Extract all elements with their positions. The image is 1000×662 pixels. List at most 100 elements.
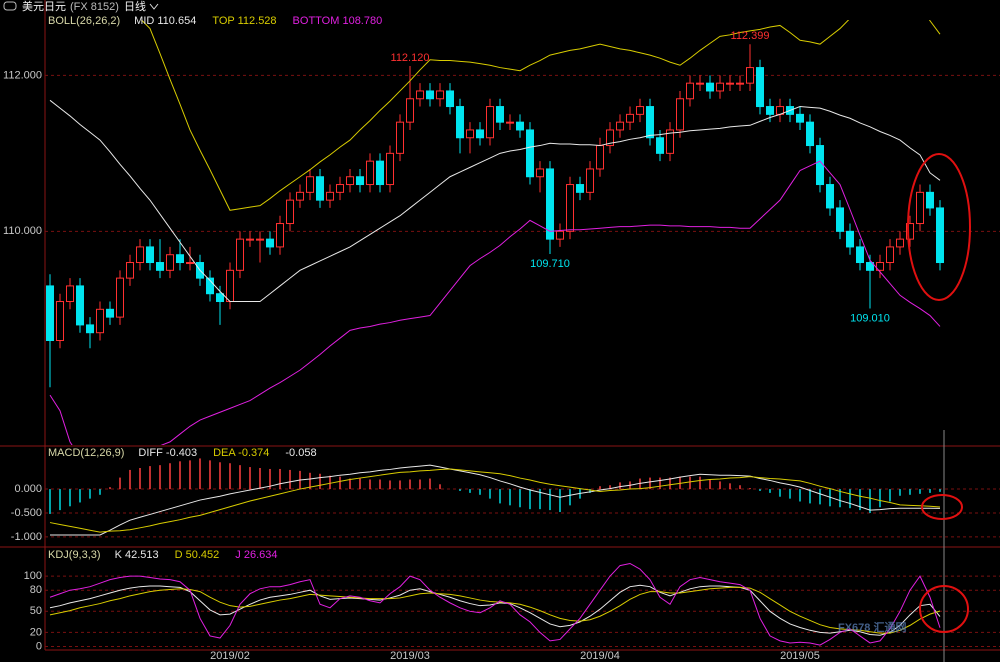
- indicator-name: KDJ(9,3,3): [48, 549, 101, 561]
- x-tick-label: 2019/03: [390, 650, 430, 662]
- watermark: FX678 汇通网: [838, 621, 906, 634]
- symbol-icon[interactable]: [3, 1, 17, 11]
- y-tick-label: 112.000: [3, 69, 42, 81]
- candle-body: [256, 238, 264, 241]
- symbol-name: 美元日元: [22, 0, 66, 13]
- candle-body: [616, 121, 624, 131]
- indicator-line: [49, 584, 941, 636]
- candle-body: [696, 82, 704, 85]
- y-tick-label: 80: [30, 584, 42, 596]
- candle-body: [436, 90, 444, 100]
- period-select[interactable]: 日线: [124, 0, 146, 13]
- highlight-circle: [919, 585, 969, 633]
- legend-entry: J 26.634: [235, 549, 277, 561]
- candle-body: [76, 285, 84, 326]
- x-tick-label: 2019/02: [210, 650, 250, 662]
- highlight-circle: [921, 494, 963, 520]
- candle-body: [96, 308, 104, 334]
- x-tick-label: 2019/05: [780, 650, 820, 662]
- highlight-circle: [907, 153, 971, 301]
- candle-body: [656, 137, 664, 154]
- legend-entry: K 42.513: [115, 549, 159, 561]
- x-tick-label: 2019/04: [580, 650, 620, 662]
- candle-body: [446, 90, 454, 108]
- candle-body: [216, 293, 224, 303]
- y-tick-label: 0.000: [14, 483, 42, 495]
- candle-body: [716, 82, 724, 92]
- candle-body: [346, 176, 354, 186]
- symbol-code: (FX 8152): [70, 1, 119, 13]
- candle-body: [286, 199, 294, 225]
- candle-body: [606, 129, 614, 147]
- candle-body: [526, 129, 534, 178]
- legend-entry: DEA -0.374: [213, 447, 269, 459]
- period-dropdown-arrow[interactable]: [149, 3, 159, 10]
- candle-body: [146, 246, 154, 264]
- legend-entry: MID 110.654: [134, 15, 196, 27]
- candle-body: [386, 152, 394, 186]
- candle-body: [816, 145, 824, 186]
- candle-body: [466, 129, 474, 139]
- candle-body: [516, 121, 524, 131]
- candle-body: [546, 168, 554, 240]
- y-tick-label: 0: [36, 640, 42, 652]
- indicator-line: [49, 160, 941, 445]
- indicator-name: BOLL(26,26,2): [48, 15, 120, 27]
- y-tick-label: 110.000: [3, 225, 42, 237]
- candle-body: [246, 238, 254, 241]
- candle-body: [166, 254, 174, 271]
- legend-entry: -0.058: [285, 447, 316, 459]
- candle-body: [576, 184, 584, 193]
- indicator-line: [49, 99, 941, 303]
- candle-body: [926, 191, 934, 209]
- plot-layer: 110.000 112.000 112.120 112.399 109.710 109.0…: [3, 15, 1000, 662]
- candle-body: [806, 121, 814, 147]
- candle-body: [596, 145, 604, 170]
- panel-plot: [46, 20, 944, 445]
- candle-body: [486, 106, 494, 139]
- candle-body: [316, 176, 324, 201]
- y-tick-label: 50: [30, 605, 42, 617]
- legend-entry: TOP 112.528: [212, 15, 276, 27]
- candle-body: [766, 106, 774, 115]
- candle-body: [236, 238, 244, 271]
- candle-body: [296, 191, 304, 201]
- candle-body: [226, 269, 234, 303]
- candle-body: [906, 223, 914, 240]
- candle-body: [876, 262, 884, 271]
- candle-body: [886, 246, 894, 264]
- legend-entry: BOTTOM 108.780: [293, 15, 383, 27]
- extreme-label: 109.010: [850, 312, 890, 324]
- candle-body: [646, 106, 654, 139]
- candle-body: [86, 324, 94, 334]
- candle-body: [636, 106, 644, 115]
- candle-body: [396, 121, 404, 154]
- candle-body: [756, 67, 764, 108]
- candle-body: [666, 129, 674, 154]
- candle-body: [266, 238, 274, 248]
- candle-body: [676, 98, 684, 131]
- candle-body: [936, 207, 944, 264]
- candle-body: [856, 246, 864, 264]
- candle-body: [186, 262, 194, 265]
- candle-body: [736, 82, 744, 85]
- candle-body: [846, 230, 854, 248]
- candle-body: [686, 82, 694, 100]
- extreme-label: 109.710: [530, 258, 570, 270]
- y-tick-label: -0.500: [11, 507, 42, 519]
- candle-body: [56, 301, 64, 342]
- y-tick-label: -1.000: [11, 531, 42, 543]
- y-tick-label: 100: [24, 570, 42, 582]
- candle-body: [356, 176, 364, 186]
- panel-plot: [49, 458, 941, 536]
- indicator-name: MACD(12,26,9): [48, 447, 124, 459]
- candle-body: [476, 129, 484, 139]
- legend-entry: D 50.452: [175, 549, 220, 561]
- candle-body: [796, 113, 804, 123]
- indicator-line: [49, 586, 941, 634]
- candle-body: [916, 191, 924, 225]
- candle-body: [586, 168, 594, 193]
- header: 美元日元 (FX 8152) 日线: [3, 0, 159, 13]
- candle-body: [136, 246, 144, 264]
